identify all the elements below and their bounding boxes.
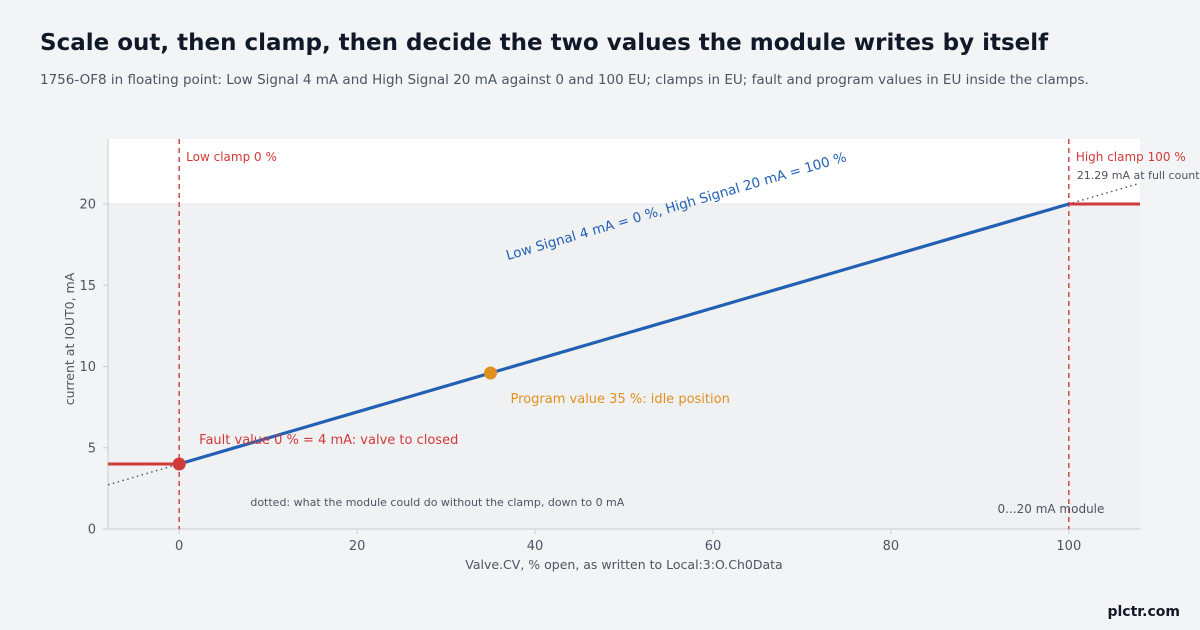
dotted-note: dotted: what the module could do without…	[250, 496, 624, 509]
x-tick-label: 40	[527, 539, 544, 554]
above-range-band	[108, 139, 1140, 204]
brand-logo: plctr.com	[1107, 604, 1180, 620]
y-tick-label: 10	[79, 360, 96, 375]
fault-value-point	[172, 457, 186, 471]
y-tick-label: 5	[88, 441, 96, 456]
program-value-label: Program value 35 %: idle position	[511, 392, 730, 407]
program-value-point	[484, 366, 498, 380]
x-tick-label: 0	[175, 539, 183, 554]
x-ticks: 0 20 40 60 80 100	[175, 529, 1081, 554]
chart-title: Scale out, then clamp, then decide the t…	[40, 30, 1049, 56]
y-ticks: 0 5 10 15 20	[79, 198, 108, 538]
y-tick-label: 15	[79, 279, 96, 294]
chart-subtitle: 1756-OF8 in floating point: Low Signal 4…	[40, 72, 1089, 88]
y-tick-label: 20	[79, 198, 96, 213]
x-tick-label: 60	[705, 539, 722, 554]
x-tick-label: 80	[883, 539, 900, 554]
module-note: 0...20 mA module	[998, 502, 1105, 516]
scaled-line	[178, 202, 1070, 466]
fault-value-label: Fault value 0 % = 4 mA: valve to closed	[199, 433, 458, 448]
high-clamp-label: High clamp 100 %	[1076, 150, 1186, 164]
low-clamp-label: Low clamp 0 %	[186, 150, 277, 164]
x-tick-label: 100	[1056, 539, 1081, 554]
x-tick-label: 20	[349, 539, 366, 554]
y-axis-label: current at IOUT0, mA	[62, 272, 77, 405]
full-counts-note: 21.29 mA at full counts	[1077, 169, 1200, 182]
y-tick-label: 0	[88, 523, 96, 538]
x-axis-label: Valve.CV, % open, as written to Local:3:…	[465, 557, 782, 572]
